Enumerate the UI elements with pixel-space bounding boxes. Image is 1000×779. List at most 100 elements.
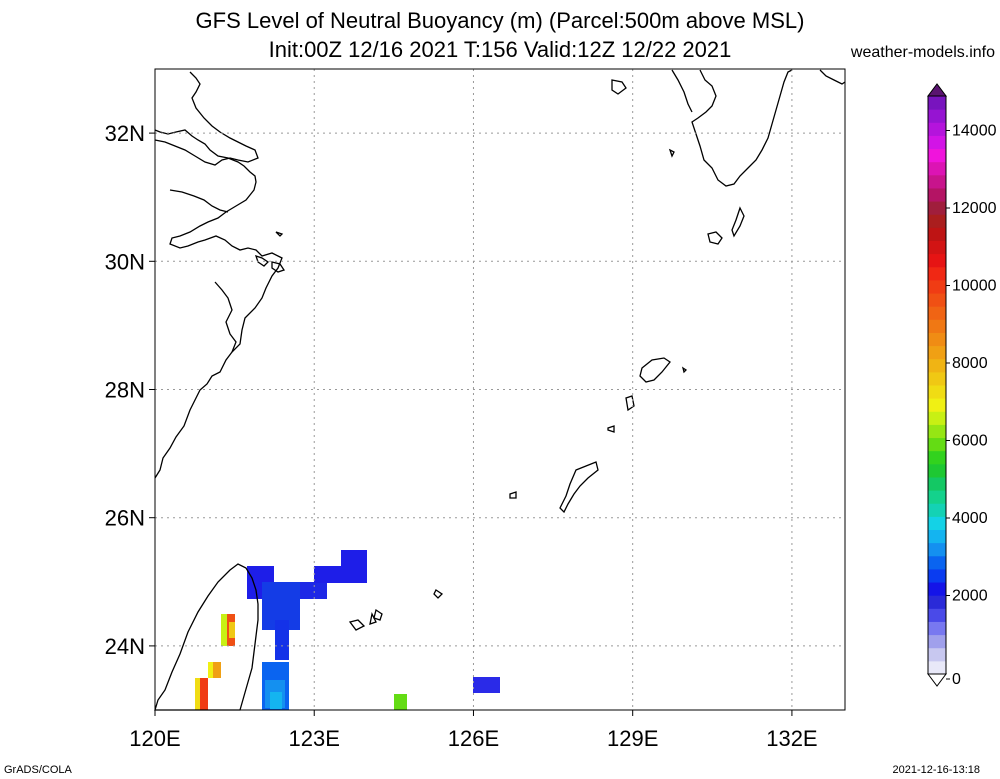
island-amami bbox=[639, 357, 671, 383]
colorbar-swatch bbox=[928, 306, 946, 320]
coastline-kyushu bbox=[691, 69, 793, 187]
colorbar-swatch bbox=[928, 516, 946, 530]
island-yakushima bbox=[707, 231, 723, 245]
island-tanegashima bbox=[731, 206, 745, 238]
colorbar-swatch bbox=[928, 201, 946, 215]
lat-tick-label: 24N bbox=[105, 634, 145, 659]
island-goto bbox=[611, 79, 627, 95]
field-cell bbox=[341, 550, 367, 583]
footer-timestamp: 2021-12-16-13:18 bbox=[892, 764, 980, 776]
lon-tick-label: 120E bbox=[129, 726, 180, 751]
lat-tick-label: 28N bbox=[105, 378, 145, 403]
colorbar-label: 10000 bbox=[952, 278, 997, 295]
colorbar-swatch bbox=[928, 568, 946, 583]
colorbar-swatch bbox=[928, 293, 946, 307]
colorbar-label: 14000 bbox=[952, 123, 997, 140]
colorbar-swatch bbox=[928, 608, 946, 622]
colorbar-swatch bbox=[928, 96, 946, 110]
colorbar-swatch bbox=[928, 109, 946, 123]
island-tokunoshima bbox=[625, 395, 635, 412]
colorbar-swatch bbox=[928, 476, 946, 491]
island-small-2 bbox=[681, 366, 688, 374]
island-miyako bbox=[373, 608, 383, 621]
site-credit: weather-models.info bbox=[850, 44, 995, 61]
colorbar-swatch bbox=[928, 266, 946, 281]
colorbar-swatch bbox=[928, 148, 946, 163]
island-okinawa bbox=[559, 461, 599, 514]
colorbar-swatch bbox=[928, 463, 946, 478]
lat-tick-label: 26N bbox=[105, 506, 145, 531]
colorbar-swatch bbox=[928, 279, 946, 294]
lat-tick-label: 30N bbox=[105, 249, 145, 274]
lon-tick-label: 132E bbox=[766, 726, 817, 751]
colorbar-label: 0 bbox=[952, 671, 961, 688]
colorbar-swatch bbox=[928, 187, 946, 202]
colorbar-bottom-arrow bbox=[927, 673, 947, 687]
island-daito bbox=[433, 589, 444, 599]
colorbar-swatch bbox=[928, 135, 946, 150]
colorbar-swatch bbox=[928, 437, 946, 452]
coastline-layer bbox=[154, 69, 846, 711]
colorbar-swatch bbox=[928, 161, 946, 176]
coastline-fujian bbox=[214, 281, 237, 353]
colorbar-swatch bbox=[928, 582, 946, 596]
colorbar-swatch bbox=[928, 319, 946, 333]
colorbar: 0 2000 4000 6000 8000 10000 12000 14000 bbox=[927, 83, 997, 688]
blue-region-east-taiwan bbox=[247, 550, 367, 710]
warm-region-taiwan bbox=[195, 614, 235, 710]
lon-tick-label: 123E bbox=[289, 726, 340, 751]
map-subtitle: Init:00Z 12/16 2021 T:156 Valid:12Z 12/2… bbox=[268, 37, 732, 62]
island-okinoerabu bbox=[607, 425, 615, 433]
colorbar-swatch bbox=[928, 122, 946, 136]
coastline-kyushu-west bbox=[671, 69, 693, 113]
field-cell bbox=[208, 662, 213, 678]
island-iriomote bbox=[369, 612, 377, 625]
colorbar-swatch bbox=[928, 345, 946, 360]
field-cell bbox=[229, 622, 235, 638]
field-cell bbox=[200, 678, 208, 710]
island-kume bbox=[509, 491, 517, 499]
colorbar-swatch bbox=[928, 240, 946, 255]
colorbar-swatch bbox=[928, 424, 946, 439]
colorbar-swatch bbox=[928, 411, 946, 425]
field-cell-124e bbox=[394, 694, 407, 710]
colorbar-swatch bbox=[928, 542, 946, 557]
colorbar-label: 12000 bbox=[952, 200, 997, 217]
data-field-layer bbox=[195, 550, 500, 710]
colorbar-swatch bbox=[928, 634, 946, 649]
colorbar-swatch bbox=[928, 214, 946, 228]
colorbar-swatch bbox=[928, 647, 946, 662]
field-cell bbox=[221, 614, 227, 646]
colorbar-label: 2000 bbox=[952, 588, 988, 605]
colorbar-label: 8000 bbox=[952, 355, 988, 372]
colorbar-label: 4000 bbox=[952, 510, 988, 527]
axis-layer: 24N 26N 28N 30N 32N 120E 123E 126E 129E 132E bbox=[105, 121, 818, 751]
field-cell bbox=[275, 620, 289, 660]
colorbar-swatch bbox=[928, 385, 946, 399]
colorbar-swatch bbox=[928, 490, 946, 504]
colorbar-label: 6000 bbox=[952, 433, 988, 450]
footer-credit: GrADS/COLA bbox=[4, 764, 72, 776]
coastline-hangzhou bbox=[169, 189, 229, 213]
field-cell-126e bbox=[473, 677, 500, 693]
colorbar-frame bbox=[927, 95, 947, 675]
map-title: GFS Level of Neutral Buoyancy (m) (Parce… bbox=[195, 8, 805, 33]
colorbar-swatch bbox=[928, 174, 946, 189]
colorbar-swatch bbox=[928, 529, 946, 544]
colorbar-swatch bbox=[928, 371, 946, 386]
colorbar-swatch bbox=[928, 398, 946, 412]
colorbar-swatch bbox=[928, 358, 946, 373]
coastline-yangtze bbox=[154, 71, 259, 166]
coastline-shikoku bbox=[819, 69, 846, 85]
colorbar-swatch bbox=[928, 595, 946, 609]
colorbar-swatch bbox=[928, 555, 946, 570]
colorbar-swatch bbox=[928, 253, 946, 268]
island-ishigaki bbox=[348, 619, 366, 631]
coastline-taiwan bbox=[154, 563, 259, 711]
lon-tick-label: 129E bbox=[607, 726, 658, 751]
lat-tick-label: 32N bbox=[105, 121, 145, 146]
coastline-china bbox=[154, 129, 283, 479]
colorbar-swatch bbox=[928, 332, 946, 347]
lon-tick-label: 126E bbox=[448, 726, 499, 751]
